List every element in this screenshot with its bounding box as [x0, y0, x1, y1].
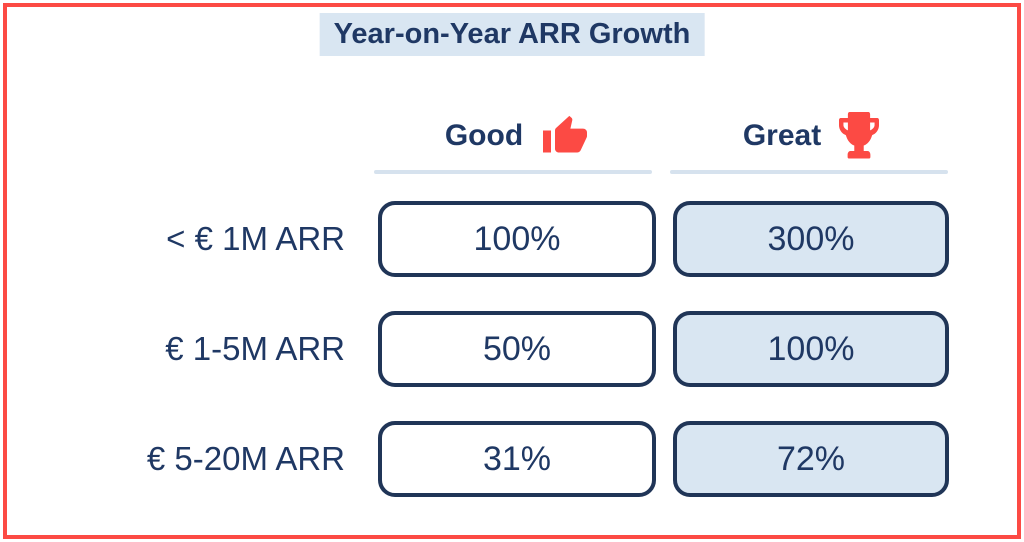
cell-good: 50% [378, 311, 656, 387]
column-header-great-label: Great [742, 119, 822, 152]
cell-great: 100% [673, 311, 949, 387]
great-column-underline [670, 170, 948, 174]
cell-great: 72% [673, 421, 949, 497]
thumbs-up-icon [543, 115, 588, 153]
page-title: Year-on-Year ARR Growth [319, 13, 705, 56]
row-label: € 1-5M ARR [165, 330, 345, 367]
column-header-good-label: Good [444, 119, 524, 152]
good-column-underline [374, 170, 652, 174]
cell-good: 100% [378, 201, 656, 277]
row-label: € 5-20M ARR [146, 440, 345, 477]
column-header-good: Good [378, 108, 656, 164]
row-label: < € 1M ARR [166, 220, 345, 257]
trophy-icon [839, 112, 880, 159]
cell-great: 300% [673, 201, 949, 277]
cell-good: 31% [378, 421, 656, 497]
column-header-great: Great [673, 108, 949, 164]
